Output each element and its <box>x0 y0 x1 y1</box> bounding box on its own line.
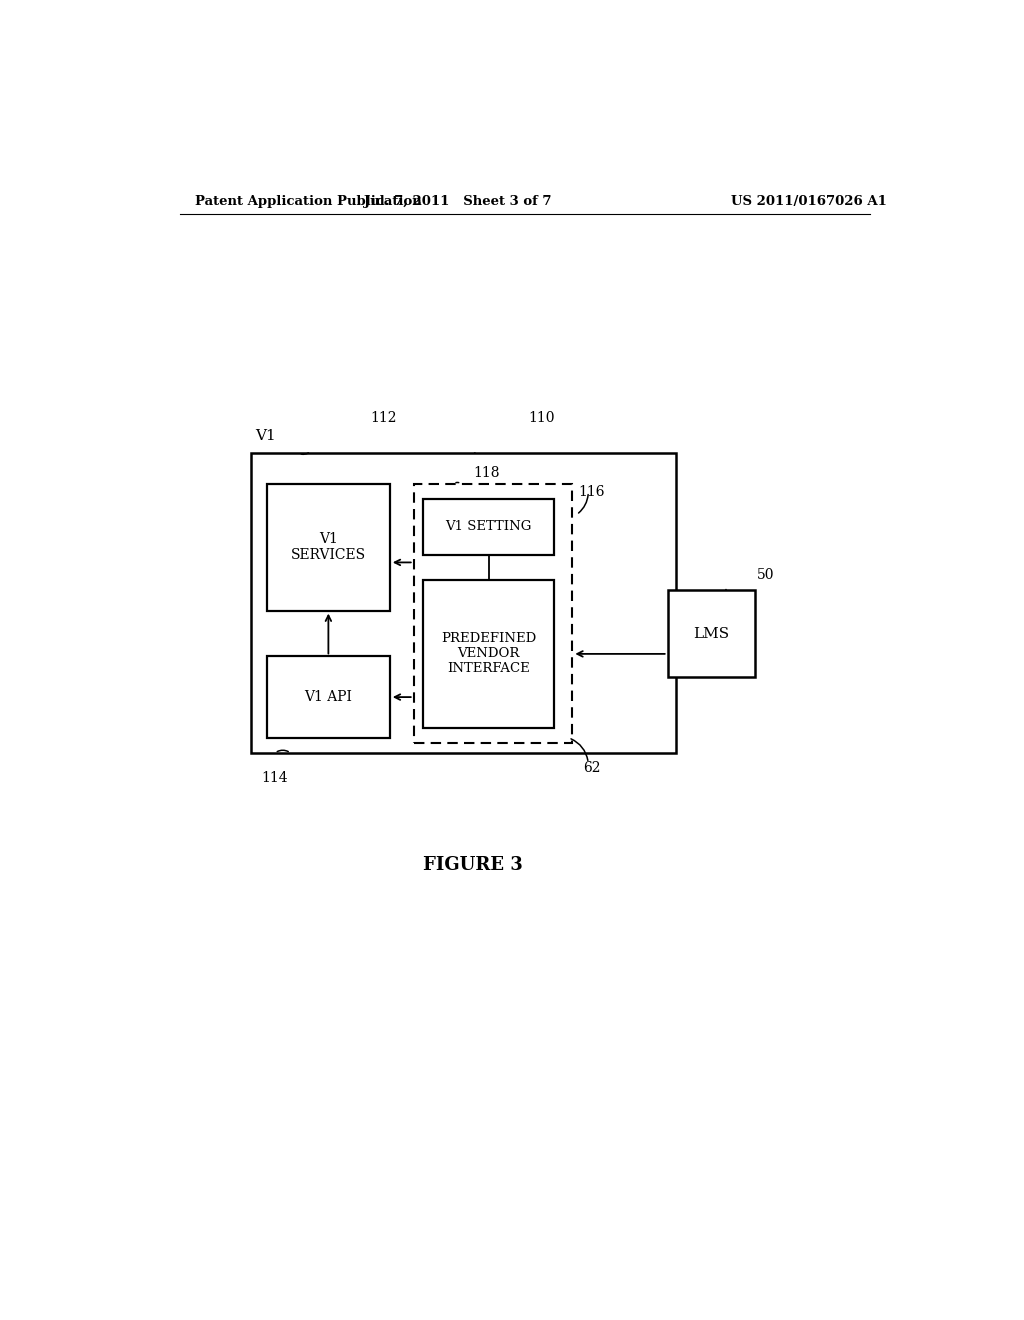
Text: 62: 62 <box>583 762 600 775</box>
Bar <box>423 581 554 727</box>
Text: V1
SERVICES: V1 SERVICES <box>291 532 366 562</box>
Text: FIGURE 3: FIGURE 3 <box>423 855 523 874</box>
Text: Patent Application Publication: Patent Application Publication <box>196 194 422 207</box>
Text: 114: 114 <box>261 771 288 785</box>
Text: 110: 110 <box>528 411 555 425</box>
Bar <box>267 656 390 738</box>
Bar <box>668 590 755 677</box>
Text: V1 API: V1 API <box>304 690 352 704</box>
Text: V1 SETTING: V1 SETTING <box>445 520 531 533</box>
Text: Jul. 7, 2011   Sheet 3 of 7: Jul. 7, 2011 Sheet 3 of 7 <box>364 194 551 207</box>
Bar <box>267 483 390 611</box>
Text: PREDEFINED
VENDOR
INTERFACE: PREDEFINED VENDOR INTERFACE <box>441 632 537 676</box>
Bar <box>414 483 572 743</box>
Text: LMS: LMS <box>693 627 729 640</box>
Text: US 2011/0167026 A1: US 2011/0167026 A1 <box>731 194 887 207</box>
Text: 118: 118 <box>473 466 500 480</box>
Bar <box>423 499 554 554</box>
Text: 112: 112 <box>370 411 396 425</box>
Text: 116: 116 <box>579 484 605 499</box>
Bar <box>251 453 676 752</box>
Text: V1: V1 <box>255 429 275 444</box>
Text: 50: 50 <box>758 568 775 582</box>
